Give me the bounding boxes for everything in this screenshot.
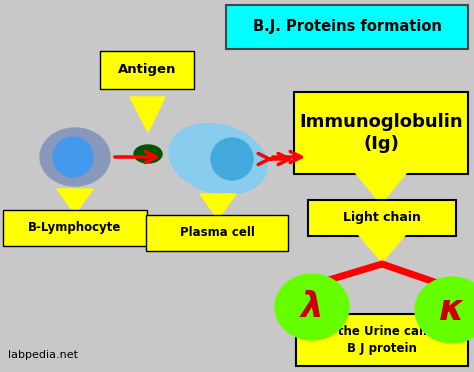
Text: Antigen: Antigen bbox=[118, 64, 176, 77]
Polygon shape bbox=[130, 97, 165, 132]
Ellipse shape bbox=[134, 145, 162, 163]
Polygon shape bbox=[355, 172, 407, 204]
Ellipse shape bbox=[275, 274, 349, 340]
Text: Plasma cell: Plasma cell bbox=[180, 227, 255, 240]
Ellipse shape bbox=[40, 128, 110, 186]
Text: labpedia.net: labpedia.net bbox=[8, 350, 78, 360]
Text: In the Urine called
B J protein: In the Urine called B J protein bbox=[321, 325, 443, 355]
Text: κ: κ bbox=[439, 293, 465, 327]
Polygon shape bbox=[358, 234, 406, 262]
Ellipse shape bbox=[169, 124, 267, 194]
FancyBboxPatch shape bbox=[294, 92, 468, 174]
Text: Light chain: Light chain bbox=[343, 212, 421, 224]
Polygon shape bbox=[200, 194, 236, 219]
FancyBboxPatch shape bbox=[3, 210, 147, 246]
Ellipse shape bbox=[53, 137, 93, 177]
FancyBboxPatch shape bbox=[146, 215, 288, 251]
FancyBboxPatch shape bbox=[296, 314, 468, 366]
FancyBboxPatch shape bbox=[308, 200, 456, 236]
Text: Immunoglobulin
(Ig): Immunoglobulin (Ig) bbox=[299, 113, 463, 153]
Text: λ: λ bbox=[301, 290, 323, 324]
Ellipse shape bbox=[211, 138, 253, 180]
Text: B-Lymphocyte: B-Lymphocyte bbox=[28, 221, 122, 234]
Text: B.J. Proteins formation: B.J. Proteins formation bbox=[253, 19, 441, 35]
FancyBboxPatch shape bbox=[226, 5, 468, 49]
Polygon shape bbox=[57, 189, 93, 214]
Ellipse shape bbox=[415, 277, 474, 343]
FancyBboxPatch shape bbox=[100, 51, 194, 89]
